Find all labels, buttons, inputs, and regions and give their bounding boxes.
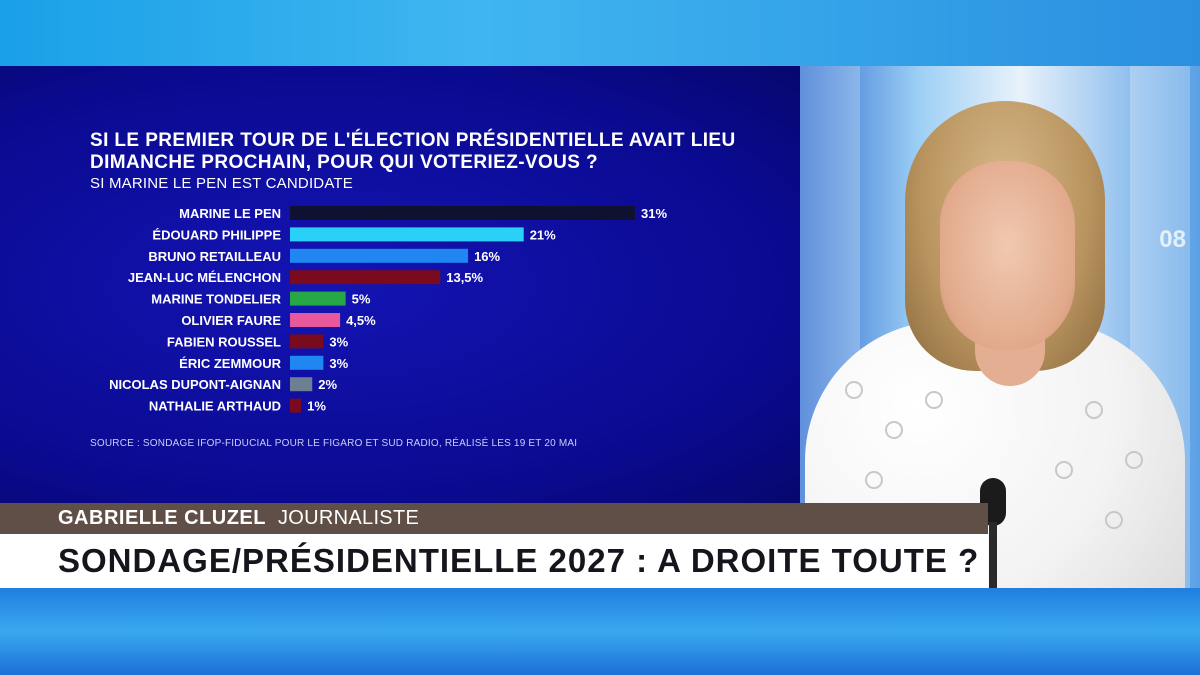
category-label: BRUNO RETAILLEAU: [148, 249, 281, 264]
value-label: 4,5%: [346, 313, 376, 328]
poll-chart-panel: SI LE PREMIER TOUR DE L'ÉLECTION PRÉSIDE…: [0, 66, 800, 503]
value-label: 16%: [474, 249, 500, 264]
lace-pattern: [925, 391, 943, 409]
value-label: 5%: [352, 292, 371, 307]
presenter-face: [940, 161, 1075, 351]
category-label: NICOLAS DUPONT-AIGNAN: [109, 377, 281, 392]
category-label: JEAN-LUC MÉLENCHON: [128, 270, 281, 285]
bar: [290, 291, 346, 306]
value-label: 2%: [318, 377, 337, 392]
bar: [290, 270, 441, 285]
bar: [290, 398, 302, 413]
headline-text: SONDAGE/PRÉSIDENTIELLE 2027 : A DROITE T…: [58, 542, 980, 579]
category-label: MARINE TONDELIER: [151, 292, 281, 307]
bar: [290, 334, 324, 349]
lace-pattern: [1085, 401, 1103, 419]
lace-pattern: [845, 381, 863, 399]
lace-pattern: [1055, 461, 1073, 479]
chart-source-note: SOURCE : SONDAGE IFOP-FIDUCIAL POUR LE F…: [90, 438, 578, 449]
lace-pattern: [1125, 451, 1143, 469]
value-label: 13,5%: [446, 270, 483, 285]
value-label: 3%: [329, 356, 348, 371]
studio-screen-text: 08: [1159, 226, 1186, 253]
speaker-name: GABRIELLE CLUZEL: [58, 507, 266, 529]
bottom-background-band: [0, 588, 1200, 675]
bar: [290, 206, 635, 220]
bar: [290, 227, 524, 242]
category-label: ÉDOUARD PHILIPPE: [152, 227, 281, 242]
lace-pattern: [885, 421, 903, 439]
studio-camera-view: 08: [800, 66, 1200, 588]
headline-bar: SONDAGE/PRÉSIDENTIELLE 2027 : A DROITE T…: [0, 534, 988, 588]
bar: [290, 355, 324, 370]
chart-title: SI LE PREMIER TOUR DE L'ÉLECTION PRÉSIDE…: [90, 130, 736, 173]
category-label: ÉRIC ZEMMOUR: [179, 356, 281, 371]
value-label: 3%: [329, 334, 348, 349]
top-background-band: [0, 0, 1200, 66]
category-label: MARINE LE PEN: [179, 206, 281, 221]
lace-pattern: [1105, 511, 1123, 529]
category-label: NATHALIE ARTHAUD: [149, 399, 281, 414]
value-label: 21%: [530, 227, 556, 242]
category-label: OLIVIER FAURE: [181, 313, 281, 328]
speaker-name-bar: GABRIELLE CLUZEL JOURNALISTE: [0, 503, 988, 534]
bar: [290, 377, 313, 392]
speaker-role: JOURNALISTE: [278, 507, 420, 529]
value-label: 1%: [307, 399, 326, 414]
lace-pattern: [865, 471, 883, 489]
chart-subtitle: SI MARINE LE PEN EST CANDIDATE: [90, 175, 353, 192]
bar: [290, 248, 469, 263]
category-label: FABIEN ROUSSEL: [167, 334, 281, 349]
bar: [290, 313, 341, 327]
value-label: 31%: [641, 206, 667, 221]
bar-chart: MARINE LE PEN 31% ÉDOUARD PHILIPPE 21% BRUNO…: [109, 206, 667, 414]
